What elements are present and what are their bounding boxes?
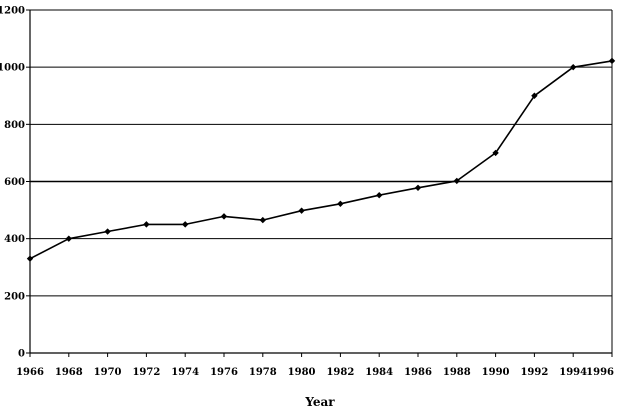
x-tick-label-1968: 1968: [55, 367, 83, 378]
data-point-1968: [65, 235, 72, 242]
x-tick-label-1966: 1966: [16, 367, 44, 378]
data-point-1980: [298, 207, 305, 214]
y-tick-label-400: 400: [4, 234, 25, 245]
x-tick-label-1990: 1990: [482, 367, 510, 378]
data-point-1972: [143, 221, 150, 228]
x-axis-title: Year: [304, 395, 335, 409]
data-point-1974: [182, 221, 189, 228]
x-tick-label-1972: 1972: [132, 367, 160, 378]
data-point-1970: [104, 228, 111, 235]
data-point-1992: [531, 92, 538, 99]
y-tick-label-200: 200: [4, 291, 25, 302]
data-point-1996: [608, 57, 616, 65]
y-tick-label-800: 800: [4, 120, 25, 131]
data-point-1986: [414, 184, 422, 191]
gridlines: [30, 9, 613, 353]
data-point-1994: [570, 63, 577, 71]
data-point-1976: [220, 213, 228, 220]
x-tick-label-1970: 1970: [94, 367, 122, 378]
x-tick-label-1992: 1992: [520, 367, 548, 378]
data-point-1990: [492, 149, 499, 157]
data-point-1978: [259, 216, 266, 224]
series-line-0: [29, 60, 613, 260]
x-tick-label-1978: 1978: [249, 367, 277, 378]
y-tick-label-0: 0: [18, 349, 25, 360]
x-tick-label-1996: 1996: [586, 367, 614, 378]
x-tick-label-1988: 1988: [443, 367, 471, 378]
x-tick-label-1984: 1984: [365, 367, 393, 378]
x-tick-label-1986: 1986: [404, 367, 432, 378]
x-axis: 1966 1968 1970 1972 1974 1976 1978 1980 1982 1984…: [16, 352, 614, 378]
x-tick-label-1994: 1994: [559, 367, 587, 378]
x-tick-label-1976: 1976: [210, 367, 238, 378]
data-point-1982: [337, 200, 344, 207]
y-tick-label-600: 600: [4, 177, 25, 188]
data-point-1988: [453, 177, 460, 185]
x-tick-label-1974: 1974: [171, 367, 199, 378]
series-group: [26, 57, 616, 262]
y-tick-label-1200: 1200: [0, 6, 25, 17]
y-axis: 0 200 400 600 800 1000 1200: [0, 6, 31, 360]
data-point-1966: [26, 255, 34, 262]
x-tick-label-1982: 1982: [326, 367, 354, 378]
data-point-1984: [376, 192, 383, 199]
x-tick-label-1980: 1980: [288, 367, 316, 378]
y-tick-label-1000: 1000: [0, 63, 25, 74]
